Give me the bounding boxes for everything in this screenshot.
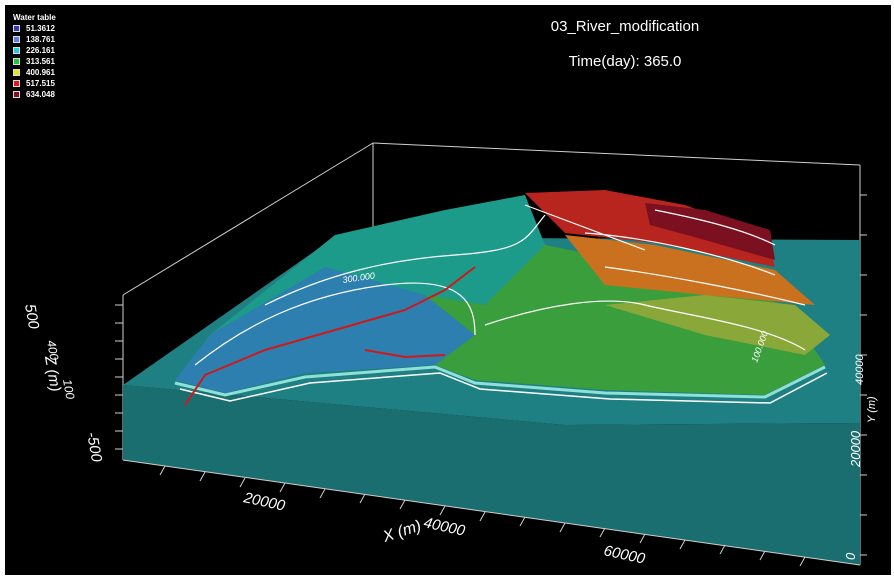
terrain-scene: 300.000 100.000 [21,142,878,568]
legend-swatch [13,47,20,54]
y-axis-label: Y (m) [866,396,878,423]
legend-value: 634.048 [26,90,55,99]
z-axis-label: Z (m) [41,354,64,393]
x-tick-label-40000: 40000 [422,514,467,539]
legend-swatch [13,25,20,32]
river-branch [364,349,446,359]
model-name: 03_River_modification [550,18,700,35]
legend-value: 51.3612 [26,24,55,33]
terrain-zone-green [425,245,825,395]
y-tick-label-20000: 20000 [848,430,863,468]
legend-swatch [13,91,20,98]
z-tick-label-500: 500 [21,303,42,331]
legend-swatch [13,69,20,76]
y-axis-ticks [860,194,867,556]
scene-header: 03_River_modification Time(day): 365.0 [495,17,755,72]
z-tick-label-100: 100 [60,378,77,400]
legend-item: 634.048 [13,89,56,100]
legend-item: 138.761 [13,34,56,45]
x-tick-label-20000: 20000 [241,489,287,515]
z-axis-ticks [115,304,123,450]
terrain-zone-yellow-green [605,295,830,355]
terrain-edge-shadow [179,372,828,404]
z-tick-label-400: 400 [44,339,61,361]
legend-swatch [13,36,20,43]
x-tick-label-60000: 60000 [602,542,647,567]
legend-value: 400.961 [26,68,55,77]
terrain-zone-orange [565,235,815,305]
terrain-zone-blue [175,267,475,393]
front-axes [122,459,861,566]
legend-item: 313.561 [13,56,56,67]
legend-item: 400.961 [13,67,56,78]
terrain-zone-teal [210,195,545,335]
legend-swatch [13,58,20,65]
legend-item: 51.3612 [13,23,56,34]
y-tick-label-0: 0 [843,552,858,560]
model-base-front [123,385,860,565]
legend-value: 138.761 [26,35,55,44]
legend-value: 517.515 [26,79,55,88]
legend-item: 226.161 [13,45,56,56]
terrain-edge [174,365,826,399]
water-table-legend: Water table 51.3612 138.761 226.161 313.… [13,13,56,100]
legend-swatch [13,80,20,87]
x-axis-ticks [159,465,806,567]
river-line [184,266,476,406]
legend-value: 226.161 [26,46,55,55]
legend-title: Water table [13,13,56,22]
legend-value: 313.561 [26,57,55,66]
contour-label-300: 300.000 [342,271,376,285]
x-axis-label: X (m) [380,518,423,547]
3d-viewport[interactable]: 300.000 100.000 [5,5,891,575]
legend-item: 517.515 [13,78,56,89]
terrain-zone-red [525,190,775,267]
z-tick-label-minus-500: -500 [83,431,105,464]
time-label: Time(day): 365.0 [568,53,682,70]
terrain-zone-dark-red [645,203,775,260]
contour-lines [194,204,806,366]
y-tick-label-40000: 40000 [854,354,866,385]
